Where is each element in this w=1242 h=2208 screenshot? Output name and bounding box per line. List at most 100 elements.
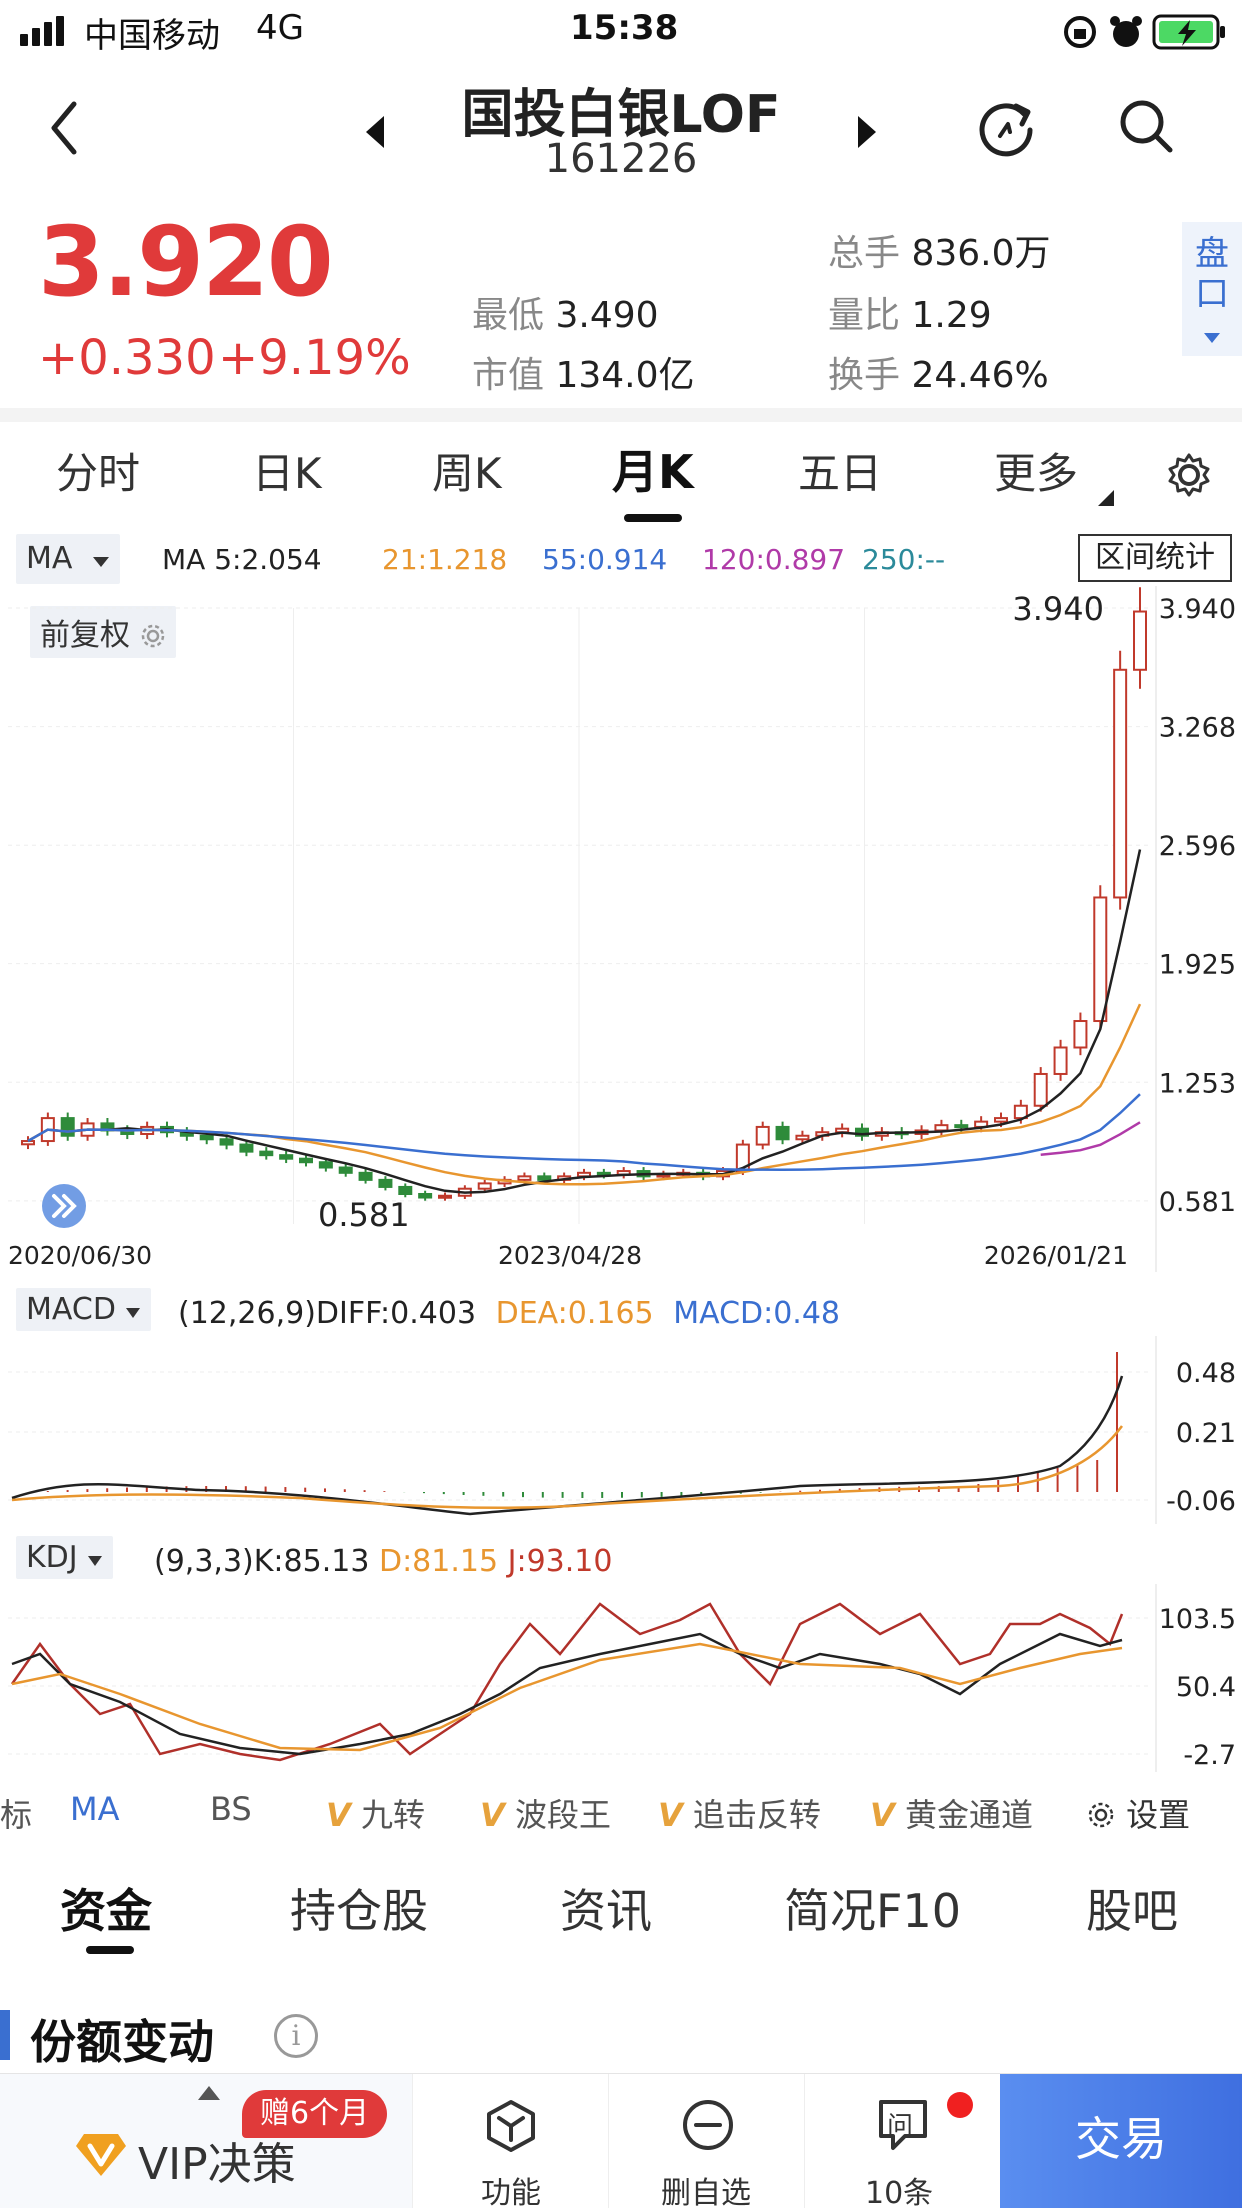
kline-chart[interactable]: 3.940 3.268 2.596 1.925 1.253 0.581 3.940 0.581… [0,586,1242,1272]
kdj-d: D:81.15 [378,1544,499,1579]
gift-badge: 赠6个月 [242,2090,388,2138]
caret-down-icon [1204,333,1220,343]
period-tab-2[interactable]: 周K [432,449,502,498]
mcap-value: 134.0亿 [555,355,695,396]
volume-ratio-value: 1.29 [911,295,992,336]
more-caret-icon [1098,490,1114,506]
ma250-value: 250:-- [862,543,946,576]
diamond-v-icon [76,2134,126,2176]
caret-down-icon [126,1308,141,1318]
rotation-lock-icon [1064,16,1096,48]
kdj-j-line [10,1602,1124,1762]
ma120-value: 120:0.897 [702,543,846,576]
ma-selector[interactable]: MA [16,534,120,584]
indicator-bs[interactable]: BS [210,1790,252,1828]
adjust-mode-label: 前复权 [40,618,130,653]
ma-line-ma5 [27,849,1142,1194]
candle-body [934,1124,949,1132]
expand-button[interactable] [42,1184,86,1228]
indicator-zhuiji[interactable]: V 追击反转 [658,1790,821,1836]
section-tab-forum[interactable]: 股吧 [1086,1884,1178,1938]
volume-ratio-label: 量比 [828,295,901,336]
kdj-selector[interactable]: KDJ [16,1536,114,1579]
indicator-huangjin[interactable]: V 黄金通道 [870,1790,1048,1836]
adjust-mode-button[interactable]: 前复权 [30,606,176,658]
caret-down-icon [92,557,109,567]
max-price-label: 3.940 [1012,590,1104,628]
period-tab-4[interactable]: 五日 [798,449,883,498]
candle-body [418,1192,433,1199]
period-tab-1[interactable]: 日K [252,449,322,498]
candle-body [1093,896,1108,1023]
macd-selector[interactable]: MACD [16,1288,152,1331]
double-chevron-right-icon [52,1194,77,1218]
range-stats-button[interactable]: 区间统计 [1078,534,1232,582]
macd-dea-line [11,1425,1124,1510]
volume-value: 836.0万 [911,233,1051,274]
candle-body [21,1140,35,1146]
section-tab-f10[interactable]: 简况F10 [784,1884,961,1938]
bottom-bar: VIP决策 赠6个月 功能 删自选 问 10条 交易 [0,2073,1242,2208]
candle-body [1073,1020,1088,1049]
info-icon[interactable]: i [274,2014,318,2058]
low-label: 最低 [472,295,545,336]
divider [0,408,1242,422]
candle-body [1053,1046,1068,1075]
next-stock-icon[interactable] [852,112,882,152]
section-tab-news[interactable]: 资讯 [560,1884,652,1938]
indicator-cut[interactable]: 标 [0,1796,33,1834]
last-price: 3.920 [38,206,334,318]
network-type: 4G [256,8,304,48]
candle-body [378,1178,393,1188]
candle-body [1133,610,1147,671]
period-tab-5[interactable]: 更多 [994,449,1079,498]
y-tick-label: 1.253 [1159,1068,1236,1099]
kdj-chart[interactable]: 103.5 50.4 -2.7 [0,1584,1242,1772]
macd-chart[interactable]: 0.48 0.21 -0.06 [0,1336,1242,1524]
candle-body [994,1117,1008,1123]
vip-button[interactable]: VIP决策 赠6个月 [0,2074,412,2208]
ma21-value: 21:1.218 [382,543,508,576]
candle-body [795,1134,810,1141]
y-tick-label: -2.7 [1183,1740,1236,1771]
search-icon[interactable] [1116,96,1176,158]
section-tab-funds[interactable]: 资金 [60,1884,152,1938]
back-icon[interactable] [44,98,84,158]
function-button[interactable]: 功能 [412,2074,608,2208]
signal-icon [20,34,28,46]
x-tick-label: 2023/04/28 [498,1241,642,1270]
period-tab-3[interactable]: 月K [612,445,694,499]
turnover-field: 换手 24.46% [828,346,1049,398]
candle-body [259,1150,274,1157]
pankou-button[interactable]: 盘口 [1182,222,1242,356]
section-tab-holdings[interactable]: 持仓股 [290,1884,428,1938]
ma55-value: 55:0.914 [542,543,668,576]
candle-body [338,1166,353,1174]
ask-button[interactable]: 问 10条 [804,2074,1000,2208]
caret-up-icon [198,2086,220,2100]
volume-ratio-field: 量比 1.29 [828,286,992,338]
ma5-value: MA 5:2.054 [162,543,322,576]
trade-button[interactable]: 交易 [1000,2074,1242,2208]
macd-diff: DIFF:0.403 [315,1296,477,1331]
ma-line-ma55 [27,1093,1141,1172]
candle-body [537,1175,552,1181]
signal-icon [32,28,40,46]
prev-stock-icon[interactable] [360,112,390,152]
y-tick-label: 0.21 [1176,1418,1236,1449]
macd-selector-label: MACD [26,1292,116,1327]
remove-watchlist-label: 删自选 [661,2176,751,2208]
indicator-settings-button[interactable]: 设置 [1086,1790,1190,1836]
turnover-value: 24.46% [911,355,1049,396]
indicator-boduanwang[interactable]: V 波段王 [480,1790,611,1836]
indicator-ma[interactable]: MA [70,1790,120,1828]
clock: 15:38 [570,8,679,48]
candle-body [596,1171,611,1176]
period-tab-0[interactable]: 分时 [56,449,141,498]
settings-gear-icon[interactable] [1166,452,1212,498]
min-price-label: 0.581 [318,1196,410,1234]
remove-watchlist-button[interactable]: 删自选 [608,2074,804,2208]
indicator-jiuzhuan[interactable]: V 九转 [326,1790,425,1836]
refresh-icon[interactable] [976,96,1038,158]
indicator-settings-label: 设置 [1126,1796,1191,1834]
